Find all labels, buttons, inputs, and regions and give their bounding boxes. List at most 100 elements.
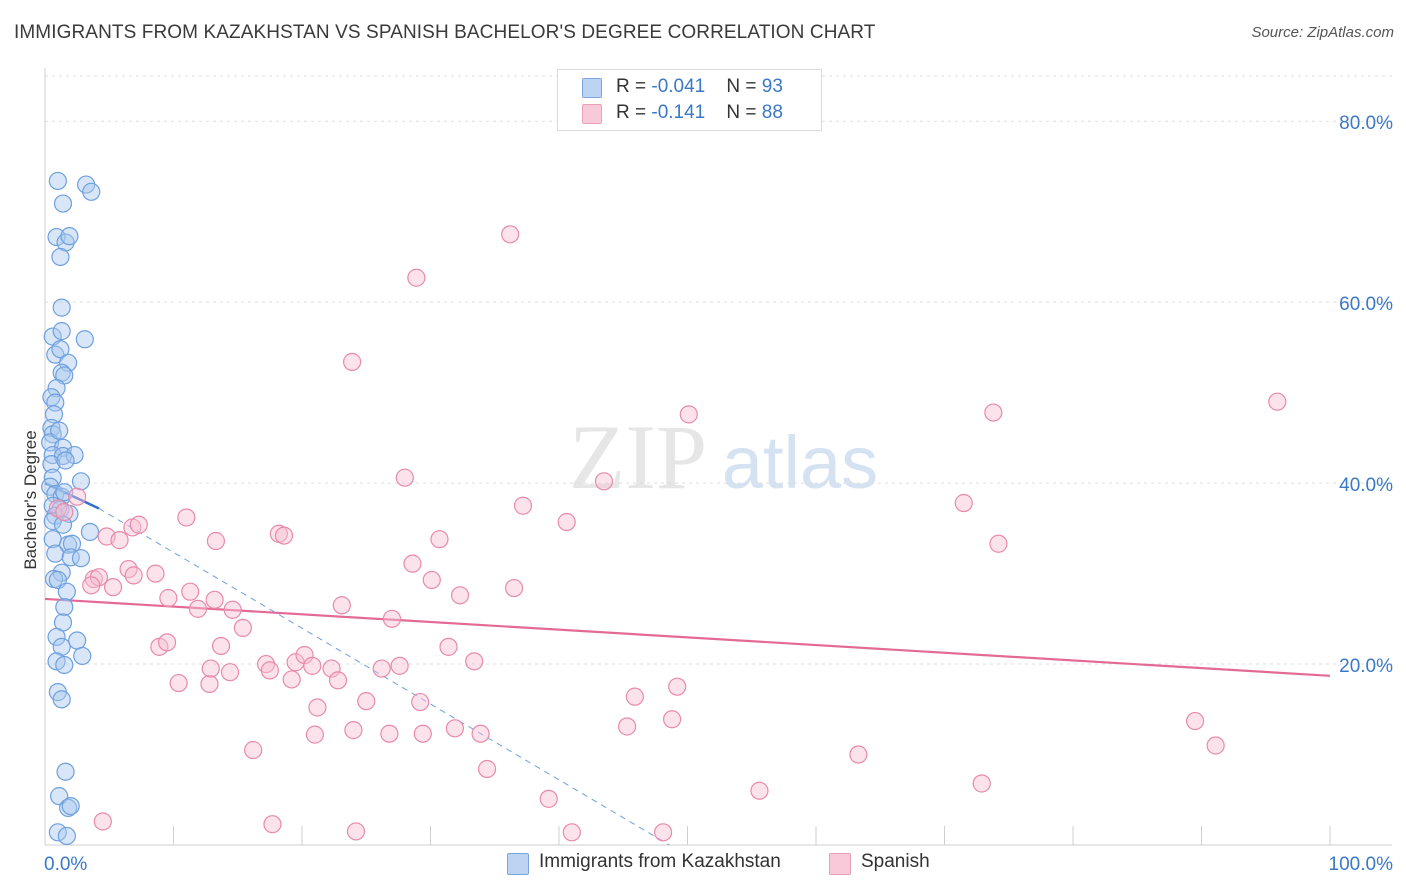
spanish-point (504, 578, 524, 598)
spanish-point (407, 268, 426, 287)
kazakhstan-point (55, 655, 74, 675)
spanish-trend-line (44, 597, 1331, 677)
x-tick-label-min: 0.0% (44, 854, 87, 875)
spanish-point (129, 515, 148, 534)
gridlines (45, 75, 1392, 665)
axes (44, 68, 1392, 846)
kazakhstan-point (46, 345, 65, 364)
spanish-point (282, 670, 301, 689)
y-tick-label: 60.0% (1339, 294, 1393, 315)
y-tick-label: 80.0% (1339, 113, 1393, 134)
y-axis-label-wrap: Bachelor's Degree (16, 300, 46, 700)
spanish-point (954, 493, 973, 513)
legend-label-kazakhstan: Immigrants from Kazakhstan (539, 851, 781, 872)
spanish-point (989, 534, 1008, 553)
spanish-point (984, 403, 1003, 422)
kazakhstan-point (68, 631, 87, 650)
spanish-point (322, 659, 341, 678)
kazakhstan-point (61, 796, 80, 816)
spanish-point (1206, 736, 1225, 755)
spanish-point (188, 599, 208, 618)
spanish-point (380, 724, 399, 743)
spanish-point (104, 578, 123, 597)
spanish-point (382, 609, 402, 628)
spanish-point (82, 576, 101, 595)
kazakhstan-point (46, 544, 65, 563)
kazakhstan-point (56, 451, 75, 470)
spanish-point (205, 590, 224, 609)
spanish-point (233, 618, 252, 637)
spanish-point (305, 725, 324, 744)
watermark-zip: ZIP (569, 406, 707, 508)
spanish-point (68, 487, 87, 506)
kazakhstan-point (62, 534, 82, 553)
kazakhstan-point (57, 826, 76, 846)
kazakhstan-point (44, 405, 64, 424)
y-tick-labels: 20.0% 40.0% 60.0% 80.0% (1339, 113, 1393, 677)
chart-title: IMMIGRANTS FROM KAZAKHSTAN VS SPANISH BA… (14, 22, 876, 43)
r-value-kazakhstan: -0.041 (651, 76, 706, 97)
spanish-point (513, 496, 533, 515)
spanish-point (200, 674, 219, 694)
legend-swatch-kazakhstan (507, 853, 529, 875)
spanish-point (260, 661, 279, 680)
spanish-point (206, 531, 226, 551)
spanish-point (594, 472, 614, 491)
spanish-point (403, 554, 422, 573)
spanish-point (303, 656, 322, 675)
kazakhstan-point (59, 798, 78, 818)
spanish-point (395, 468, 414, 487)
kazakhstan-point (60, 227, 79, 246)
spanish-point (343, 352, 362, 371)
n-label: N = (726, 102, 762, 123)
spanish-point (332, 596, 351, 615)
spanish-point (562, 823, 581, 842)
spanish-point (211, 636, 231, 656)
n-value-spanish: 88 (761, 102, 783, 123)
spanish-point (465, 652, 484, 671)
kazakhstan-point (47, 379, 66, 398)
kazakhstan-point (73, 646, 92, 666)
source-label: Source: ZipAtlas.com (1251, 24, 1394, 41)
spanish-point (662, 710, 682, 729)
spanish-point (750, 781, 769, 800)
spanish-point (274, 526, 294, 545)
spanish-point (450, 586, 470, 605)
spanish-point (501, 225, 520, 244)
spanish-point (477, 759, 497, 779)
spanish-point (346, 822, 366, 841)
x-tick-label-max: 100.0% (1329, 854, 1394, 875)
watermark-atlas: atlas (722, 421, 878, 504)
spanish-point (1185, 711, 1205, 731)
spanish-point (110, 531, 129, 550)
spanish-point (181, 582, 200, 601)
y-tick-label: 40.0% (1339, 475, 1393, 496)
kazakhstan-point (55, 597, 74, 617)
kazakhstan-point (42, 455, 61, 474)
kazakhstan-point (47, 627, 66, 647)
spanish-point (618, 717, 637, 736)
spanish-point (653, 823, 673, 842)
r-value-spanish: -0.141 (651, 102, 706, 123)
correlation-legend: R = -0.041 N = 93 R = -0.141 N = 88 (557, 69, 822, 131)
kazakhstan-point (47, 227, 66, 247)
spanish-point (55, 502, 74, 522)
kazakhstan-point (51, 340, 70, 359)
y-axis-label: Bachelor's Degree (21, 430, 40, 570)
kazakhstan-point (52, 322, 71, 341)
spanish-points (48, 225, 1287, 842)
legend-label-spanish: Spanish (861, 851, 930, 872)
spanish-point (625, 687, 644, 706)
spanish-point (244, 740, 263, 760)
kazakhstan-point (48, 823, 67, 842)
kazakhstan-point (50, 421, 69, 440)
kazakhstan-point (80, 522, 100, 542)
kazakhstan-points (41, 171, 101, 846)
kazakhstan-point (52, 637, 71, 656)
trend-lines (44, 481, 1331, 846)
legend-swatch-kazakhstan (582, 78, 602, 98)
spanish-point (849, 745, 868, 764)
spanish-point (539, 789, 558, 808)
kazakhstan-point (51, 247, 70, 267)
spanish-point (439, 637, 458, 656)
